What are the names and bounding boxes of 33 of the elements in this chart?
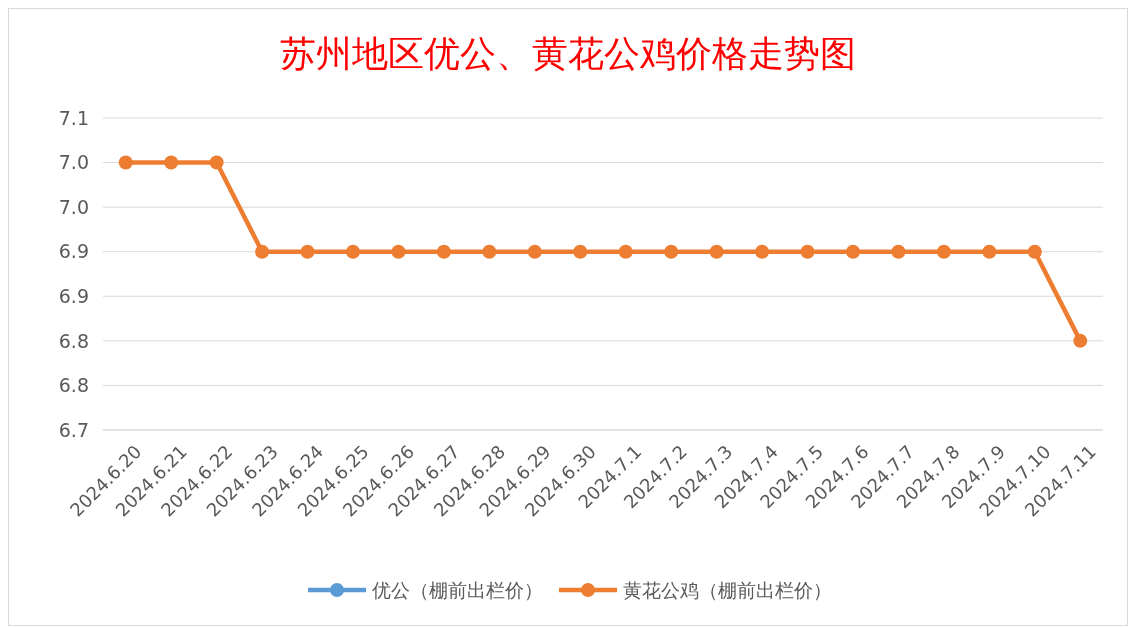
y-tick-label: 6.7 (58, 418, 89, 441)
y-tick-label: 7.0 (58, 151, 89, 174)
point (573, 244, 588, 259)
point (755, 244, 770, 259)
point (436, 244, 451, 259)
point (1073, 333, 1088, 348)
point (346, 244, 360, 259)
point (800, 244, 815, 259)
point (1027, 244, 1042, 259)
point (482, 244, 497, 259)
point (846, 244, 860, 259)
y-tick-label: 6.8 (58, 374, 89, 397)
y-tick-label: 6.8 (58, 329, 89, 352)
point (664, 244, 679, 259)
point (255, 244, 270, 259)
point (527, 244, 542, 259)
point (618, 244, 633, 259)
chart-title: 苏州地区优公、黄花公鸡价格走势图 (280, 33, 856, 74)
point (391, 244, 406, 259)
point (300, 244, 315, 259)
point (982, 244, 997, 259)
point (118, 155, 133, 170)
point (164, 155, 179, 170)
point (709, 244, 724, 259)
point (209, 155, 224, 170)
legend-label: 优公（棚前出栏价） (372, 578, 543, 601)
y-tick-label: 6.9 (58, 240, 89, 263)
y-tick-label: 6.9 (58, 284, 89, 307)
point (936, 244, 951, 259)
legend-label: 黄花公鸡（棚前出栏价） (623, 578, 832, 601)
point (891, 244, 906, 259)
y-tick-label: 7.0 (58, 195, 89, 218)
y-tick-label: 7.1 (58, 106, 89, 129)
